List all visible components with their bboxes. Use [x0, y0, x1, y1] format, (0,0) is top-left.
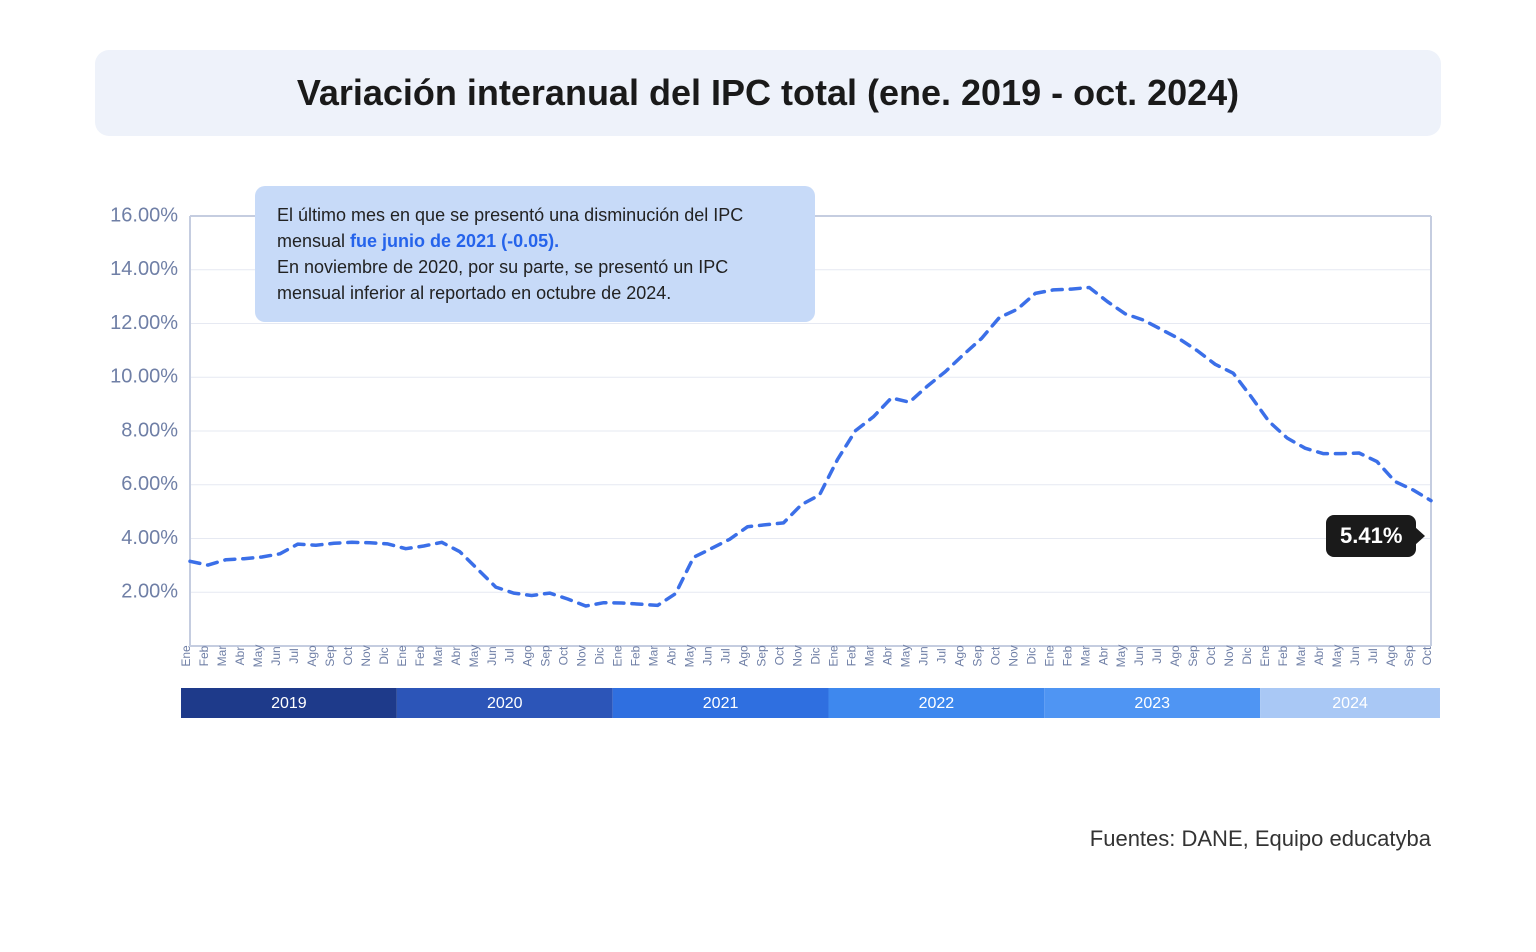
x-axis-month-label: Oct — [988, 646, 1002, 665]
x-axis-month-label: May — [1330, 645, 1344, 668]
x-axis-month-label: May — [683, 645, 697, 668]
chart-sources: Fuentes: DANE, Equipo educatyba — [95, 826, 1441, 852]
x-axis-month-label: Jun — [701, 646, 715, 665]
annotation-text-after: En noviembre de 2020, por su parte, se p… — [277, 257, 728, 303]
x-axis-month-label: Mar — [862, 646, 876, 667]
chart-title-bar: Variación interanual del IPC total (ene.… — [95, 50, 1441, 136]
y-axis-tick-label: 14.00% — [110, 258, 178, 280]
x-axis-month-label: Dic — [808, 647, 822, 664]
annotation-highlight: fue junio de 2021 (-0.05). — [350, 231, 559, 251]
x-axis-month-label: Ene — [826, 645, 840, 667]
x-axis-month-label: Oct — [1420, 646, 1434, 665]
x-axis-month-label: Jun — [269, 646, 283, 665]
x-axis-month-label: May — [467, 645, 481, 668]
x-axis-month-label: Oct — [1204, 646, 1218, 665]
x-axis-month-label: Sep — [539, 645, 553, 667]
x-axis-month-label: Ene — [395, 645, 409, 667]
x-axis-month-label: Feb — [629, 645, 643, 666]
x-axis-month-label: Jul — [287, 648, 301, 663]
x-axis-month-label: May — [251, 645, 265, 668]
chart-container: 2.00% 4.00% 6.00% 8.00% 10.00% 12.00% 14.00% 16… — [95, 206, 1441, 766]
x-axis-month-label: Mar — [215, 646, 229, 667]
x-axis-month-label: Oct — [773, 646, 787, 665]
year-box-label: 2022 — [919, 695, 955, 712]
x-axis-month-label: Nov — [575, 645, 589, 666]
x-axis-month-label: Jun — [485, 646, 499, 665]
x-axis-month-label: Dic — [1024, 647, 1038, 664]
x-axis-month-label: Abr — [1096, 647, 1110, 666]
x-axis-month-label: Abr — [1312, 647, 1326, 666]
x-axis-month-label: Jun — [1348, 646, 1362, 665]
x-axis-month-label: Oct — [341, 646, 355, 665]
x-axis-month-label: Abr — [880, 647, 894, 666]
x-axis-month-label: Sep — [1186, 645, 1200, 667]
x-axis-month-label: Mar — [647, 646, 661, 667]
x-axis-month-label: May — [898, 645, 912, 668]
x-axis-month-label: Jul — [719, 648, 733, 663]
x-axis-month-label: May — [1114, 645, 1128, 668]
x-axis-month-label: Mar — [431, 646, 445, 667]
y-axis-tick-label: 4.00% — [121, 527, 178, 549]
x-axis-month-label: Jun — [1132, 646, 1146, 665]
x-axis-month-label: Jul — [1150, 648, 1164, 663]
x-axis-month-label: Jul — [1366, 648, 1380, 663]
x-axis-month-label: Ene — [1042, 645, 1056, 667]
x-axis-month-label: Ago — [521, 645, 535, 667]
x-axis-month-label: Mar — [1294, 646, 1308, 667]
x-axis-month-label: Jul — [934, 648, 948, 663]
y-axis-tick-label: 12.00% — [110, 312, 178, 334]
x-axis-month-label: Sep — [970, 645, 984, 667]
x-axis-month-label: Abr — [233, 647, 247, 666]
x-axis-month-label: Oct — [557, 646, 571, 665]
x-axis-month-label: Nov — [1222, 645, 1236, 666]
x-axis-month-label: Ene — [1258, 645, 1272, 667]
x-axis-month-label: Jun — [916, 646, 930, 665]
x-axis-month-label: Nov — [791, 645, 805, 666]
year-box-label: 2023 — [1134, 695, 1170, 712]
x-axis-month-label: Jul — [503, 648, 517, 663]
x-axis-month-label: Ago — [737, 645, 751, 667]
x-axis-month-label: Feb — [844, 645, 858, 666]
x-axis-month-label: Mar — [1078, 646, 1092, 667]
x-axis-month-label: Feb — [197, 645, 211, 666]
x-axis-month-label: Ene — [179, 645, 193, 667]
x-axis-month-label: Ago — [952, 645, 966, 667]
year-box-label: 2021 — [703, 695, 739, 712]
chart-title: Variación interanual del IPC total (ene.… — [135, 72, 1401, 114]
x-axis-month-label: Sep — [323, 645, 337, 667]
x-axis-month-label: Dic — [1240, 647, 1254, 664]
year-box-label: 2024 — [1332, 695, 1368, 712]
x-axis-month-label: Ago — [1384, 645, 1398, 667]
year-box-label: 2019 — [271, 695, 307, 712]
x-axis-month-label: Sep — [755, 645, 769, 667]
x-axis-month-label: Feb — [1060, 645, 1074, 666]
y-axis-tick-label: 16.00% — [110, 206, 178, 226]
y-axis-tick-label: 6.00% — [121, 473, 178, 495]
y-axis-tick-label: 8.00% — [121, 419, 178, 441]
x-axis-month-label: Dic — [377, 647, 391, 664]
y-axis-tick-label: 2.00% — [121, 581, 178, 603]
x-axis-month-label: Ene — [611, 645, 625, 667]
x-axis-month-label: Nov — [359, 645, 373, 666]
ipc-line — [190, 288, 1431, 607]
line-end-value-label: 5.41% — [1326, 515, 1416, 557]
x-axis-month-label: Abr — [665, 647, 679, 666]
y-axis-tick-label: 10.00% — [110, 366, 178, 388]
x-axis-month-label: Sep — [1402, 645, 1416, 667]
x-axis-month-label: Ago — [305, 645, 319, 667]
x-axis-month-label: Dic — [593, 647, 607, 664]
x-axis-month-label: Abr — [449, 647, 463, 666]
chart-annotation: El último mes en que se presentó una dis… — [255, 186, 815, 322]
x-axis-month-label: Feb — [1276, 645, 1290, 666]
x-axis-month-label: Ago — [1168, 645, 1182, 667]
x-axis-month-label: Nov — [1006, 645, 1020, 666]
year-box-label: 2020 — [487, 695, 523, 712]
x-axis-month-label: Feb — [413, 645, 427, 666]
